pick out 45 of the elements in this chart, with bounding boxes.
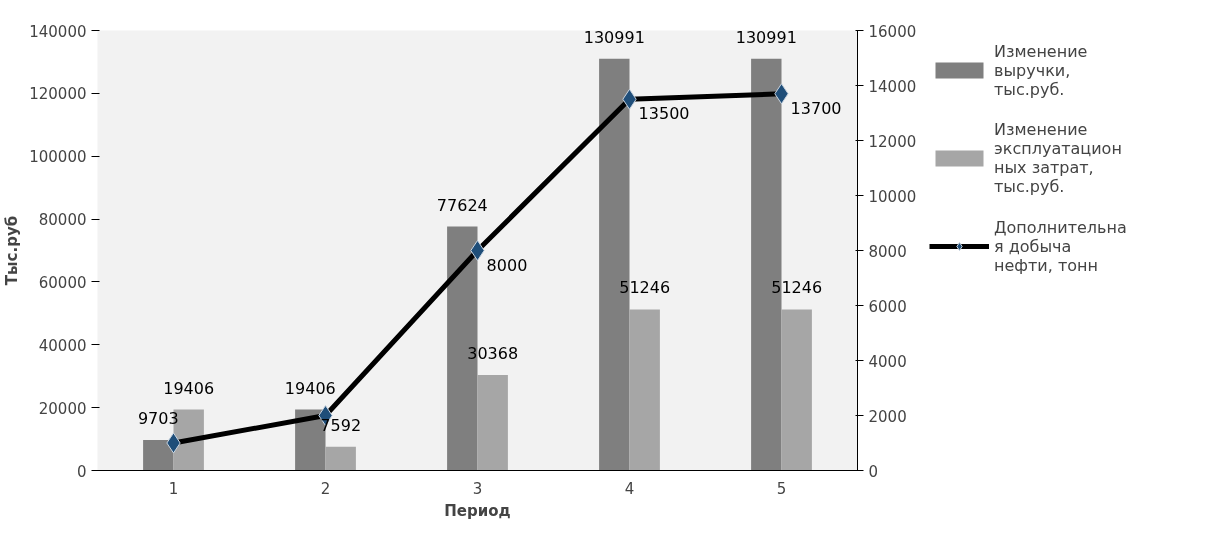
x-tick-label: 5 [776,479,787,498]
x-axis-title: Период [444,501,511,520]
y-tick-label: 20000 [38,399,87,418]
legend-label: Дополнительная добыча нефти, тонн [994,216,1127,276]
x-tick-label: 4 [624,479,635,498]
bar [781,309,812,471]
data-label: 8000 [486,255,528,275]
x-tick-label: 1 [168,479,179,498]
bar [325,446,356,471]
y2-tick-label: 2000 [868,407,907,426]
y2-tick-label: 12000 [868,132,917,151]
y-tick-label: 0 [76,462,87,481]
y2-tick-label: 6000 [868,297,907,316]
bar [143,440,174,471]
y-tick-label: 40000 [38,336,87,355]
bar [477,375,508,471]
data-label: 51246 [619,278,671,298]
data-label: 130991 [583,27,645,47]
data-label: 13700 [790,98,842,118]
y2-tick-label: 8000 [868,242,907,261]
y2-tick-label: 16000 [868,22,917,41]
data-label: 9703 [137,409,179,428]
data-label: 7592 [320,415,362,435]
x-tick-label: 3 [472,479,483,498]
y-tick-label: 140000 [29,22,87,41]
data-label: 19406 [284,378,336,398]
y2-tick-label: 4000 [868,352,907,371]
legend-label: Изменение выручки, тыс.руб. [994,40,1088,100]
y-tick-label: 60000 [38,273,87,292]
data-label: 130991 [735,27,797,47]
data-label: 13500 [638,104,690,124]
y2-tick-label: 14000 [868,77,917,96]
data-label: 51246 [771,278,823,298]
y-tick-label: 120000 [29,85,87,104]
legend-label: Изменение эксплуатационных затрат, тыс.руб. [994,120,1122,196]
x-tick-label: 2 [320,479,331,498]
y-tick-label: 80000 [38,211,87,230]
bar [629,309,660,471]
y2-tick-label: 10000 [868,187,917,206]
y-axis-title: Тыс.руб [3,215,22,286]
y2-tick-label: 0 [868,462,879,481]
data-label: 19406 [163,378,215,398]
y-tick-label: 100000 [29,148,87,167]
data-label: 77624 [436,195,488,215]
data-label: 30368 [467,344,519,364]
